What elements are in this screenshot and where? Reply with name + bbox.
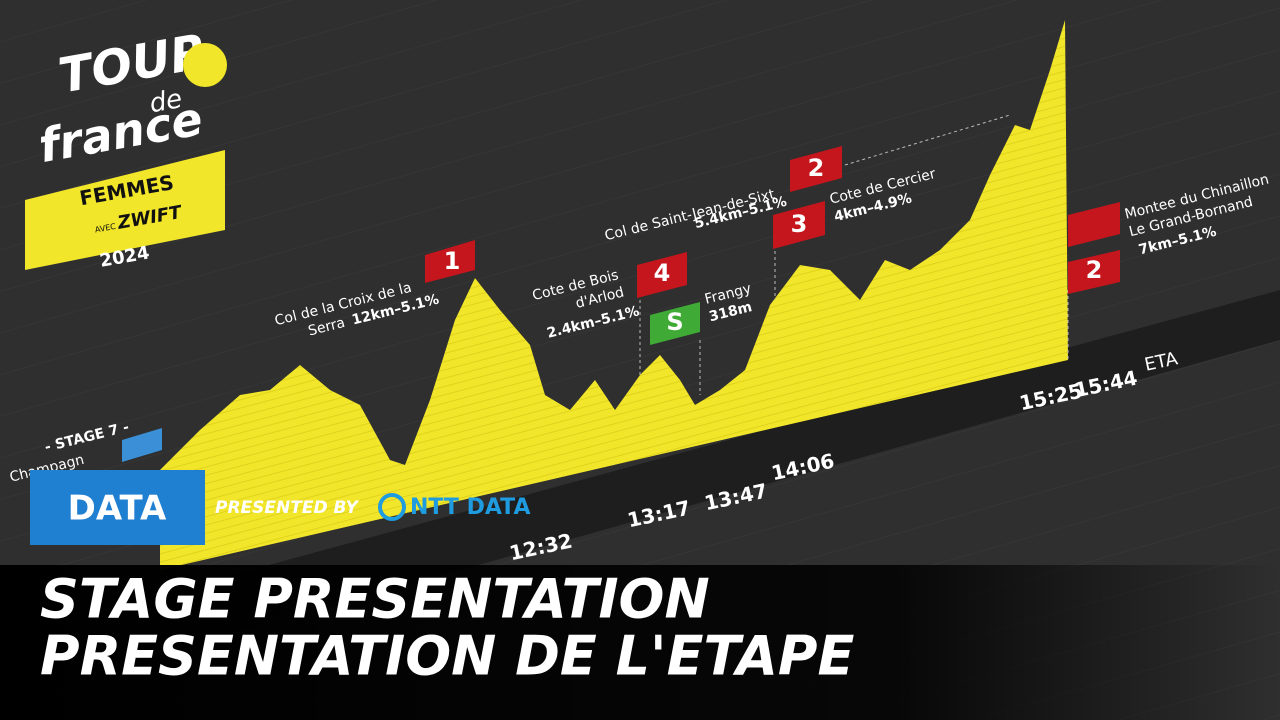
climb-badge — [637, 252, 687, 298]
leader-lines — [639, 114, 1069, 395]
logo-text: de — [147, 84, 184, 119]
climb-category: 2 — [808, 154, 825, 182]
title-strip — [0, 565, 1280, 720]
logo-partner-prefix: AVEC — [94, 222, 117, 235]
sprint-badge-text: S — [666, 308, 683, 336]
climb-badge — [1068, 250, 1120, 294]
climb-badge — [425, 240, 475, 283]
sponsor: NTT DATA — [410, 495, 531, 520]
finish-category: 2 — [1086, 256, 1103, 284]
presented-by: PRESENTED BY — [215, 498, 360, 518]
climb-category: 3 — [791, 210, 808, 238]
data-tag-text: DATA — [68, 489, 167, 529]
logo: TOUR de france FEMMES AVEC ZWIFT 2024 — [25, 24, 227, 272]
data-tag — [30, 470, 205, 545]
finish-flag — [1068, 202, 1120, 247]
stage-profile — [160, 20, 1068, 570]
climb-badge — [773, 201, 825, 249]
climb-category: 4 — [654, 259, 671, 287]
title: PRESENTATION DE L'ETAPE — [40, 625, 854, 688]
climb-category: 1 — [444, 247, 461, 275]
start-badge — [122, 428, 162, 462]
climb-badge — [790, 146, 842, 192]
sprint-badge — [650, 302, 700, 345]
title: STAGE PRESENTATION — [40, 568, 710, 631]
sponsor-logo — [378, 493, 406, 521]
